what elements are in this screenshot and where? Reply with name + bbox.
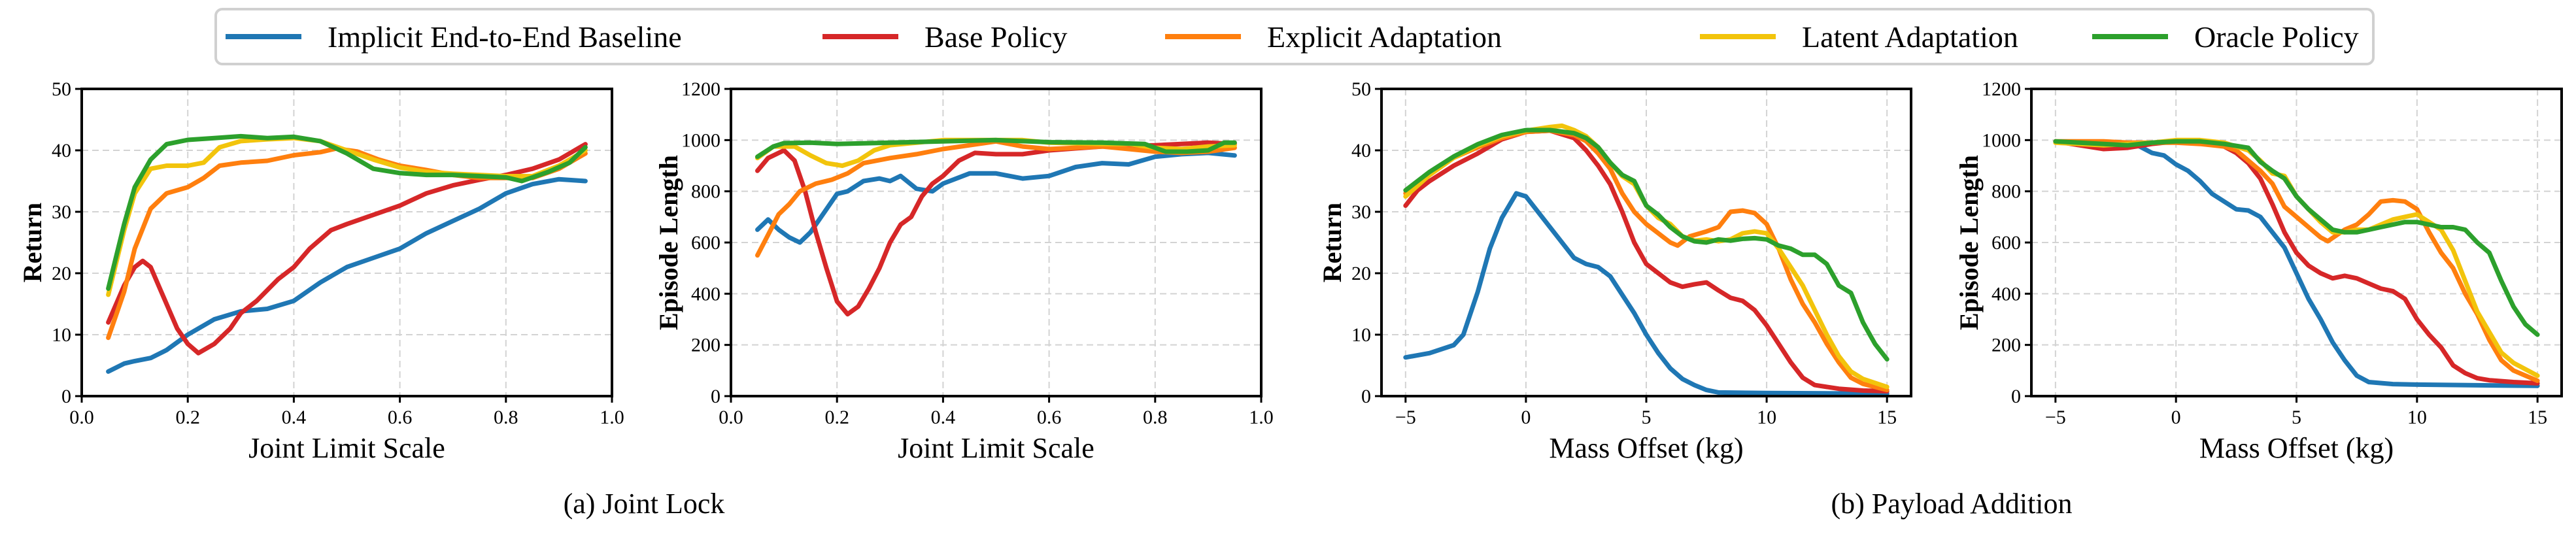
y-tick-label: 50: [52, 78, 71, 100]
x-tick-label: 0.6: [388, 407, 413, 428]
legend-box: [214, 8, 2375, 65]
y-tick-label: 20: [52, 263, 71, 284]
y-tick-label: 0: [61, 386, 71, 407]
series-line-explicit-adaptation: [755, 139, 1237, 258]
y-tick-label: 1200: [1982, 78, 2021, 100]
y-tick-label: 50: [1351, 78, 1371, 100]
y-tick-label: 600: [1991, 232, 2021, 254]
caption-payload-addition: (b) Payload Addition: [1831, 488, 2072, 520]
series-line-latent-adaptation: [106, 135, 588, 297]
x-tick-label: 0.2: [175, 407, 200, 428]
x-tick-label: 0: [1521, 407, 1531, 428]
y-tick-label: 1000: [1982, 129, 2021, 151]
y-tick-label: 30: [1351, 201, 1371, 223]
y-tick-label: 40: [1351, 140, 1371, 161]
y-tick-label: 40: [52, 140, 71, 161]
y-tick-label: 800: [691, 181, 720, 203]
y-tick-label: 0: [2011, 386, 2021, 407]
legend-entry: Latent Adaptation: [1700, 20, 2018, 54]
legend-entry: Base Policy: [822, 20, 1067, 54]
legend-entry: Oracle Policy: [2092, 20, 2359, 54]
legend-entry: Explicit Adaptation: [1165, 20, 1502, 54]
legend-label: Base Policy: [924, 20, 1067, 54]
legend-entry: Implicit End-to-End Baseline: [226, 20, 682, 54]
x-axis-label: Mass Offset (kg): [1549, 432, 1743, 464]
y-tick-label: 20: [1351, 263, 1371, 284]
x-axis-label: Joint Limit Scale: [248, 432, 445, 464]
plot-frame: [80, 88, 613, 397]
y-axis-label: Episode Length: [654, 155, 683, 330]
y-tick-label: 10: [1351, 324, 1371, 346]
x-tick-label: 5: [2292, 407, 2301, 428]
y-axis-label: Return: [18, 203, 47, 282]
series-line-explicit-adaptation: [2053, 139, 2540, 383]
x-tick-label: 0.6: [1037, 407, 1062, 428]
y-tick-label: 1000: [681, 129, 720, 151]
x-tick-label: −5: [2045, 407, 2066, 428]
chart-3: −5 0 5 10 15 0 10 20 30 40 50 Mass Offset (kg) Retur…: [1317, 78, 1912, 464]
y-axis-label: Episode Length: [1954, 155, 1984, 330]
series-line-oracle-policy: [106, 133, 588, 291]
y-tick-label: 400: [691, 283, 720, 305]
legend-label: Latent Adaptation: [1802, 20, 2018, 54]
x-tick-label: 10: [1757, 407, 1776, 428]
y-tick-label: 0: [1361, 386, 1371, 407]
y-tick-label: 10: [52, 324, 71, 346]
series-line-base-policy: [755, 140, 1237, 317]
series-line-oracle-policy: [755, 137, 1237, 159]
legend: Implicit End-to-End Baseline Base Policy E…: [214, 8, 2375, 65]
series-line-implicit-end-to-end-baseline: [106, 176, 588, 374]
y-tick-label: 30: [52, 201, 71, 223]
y-tick-label: 1200: [681, 78, 720, 100]
chart-2: 0.0 0.2 0.4 0.6 0.8 1.0 0 200 400 600 800 1000 1200 J…: [654, 78, 1274, 464]
y-tick-label: 0: [711, 386, 720, 407]
x-tick-label: 0.4: [931, 407, 956, 428]
legend-label: Implicit End-to-End Baseline: [328, 20, 682, 54]
y-tick-label: 800: [1991, 181, 2021, 203]
x-tick-label: 0: [2171, 407, 2181, 428]
x-tick-label: 15: [2528, 407, 2547, 428]
x-tick-label: 5: [1642, 407, 1652, 428]
caption-joint-lock: (a) Joint Lock: [564, 488, 725, 520]
x-tick-label: 0.2: [824, 407, 849, 428]
y-tick-label: 400: [1991, 283, 2021, 305]
y-tick-label: 200: [691, 335, 720, 356]
x-axis-label: Joint Limit Scale: [898, 432, 1094, 464]
x-tick-label: 0.0: [69, 407, 94, 428]
x-tick-label: 1.0: [600, 407, 624, 428]
x-tick-label: 0.0: [719, 407, 743, 428]
series-line-implicit-end-to-end-baseline: [755, 150, 1237, 245]
series-line-oracle-policy: [1403, 127, 1890, 362]
chart-1: 0.0 0.2 0.4 0.6 0.8 1.0 0 10 20 30 40 50 Joint Limit…: [18, 78, 624, 464]
x-tick-label: 0.4: [282, 407, 307, 428]
series-line-base-policy: [106, 142, 588, 356]
x-tick-label: 0.8: [494, 407, 518, 428]
chart-4: −5 0 5 10 15 0 200 400 600 800 1000 1200 Mass Offset…: [1954, 78, 2563, 464]
x-tick-label: 15: [1877, 407, 1897, 428]
legend-label: Oracle Policy: [2194, 20, 2359, 54]
y-axis-label: Return: [1317, 203, 1347, 282]
x-axis-label: Mass Offset (kg): [2199, 432, 2394, 464]
x-tick-label: 1.0: [1249, 407, 1274, 428]
x-tick-label: −5: [1395, 407, 1416, 428]
series-line-oracle-policy: [2053, 139, 2540, 337]
x-tick-label: 10: [2407, 407, 2427, 428]
y-tick-label: 200: [1991, 335, 2021, 356]
series-line-implicit-end-to-end-baseline: [1403, 191, 1890, 396]
y-tick-label: 600: [691, 232, 720, 254]
series-line-implicit-end-to-end-baseline: [2053, 139, 2540, 388]
x-tick-label: 0.8: [1143, 407, 1168, 428]
legend-label: Explicit Adaptation: [1267, 20, 1502, 54]
